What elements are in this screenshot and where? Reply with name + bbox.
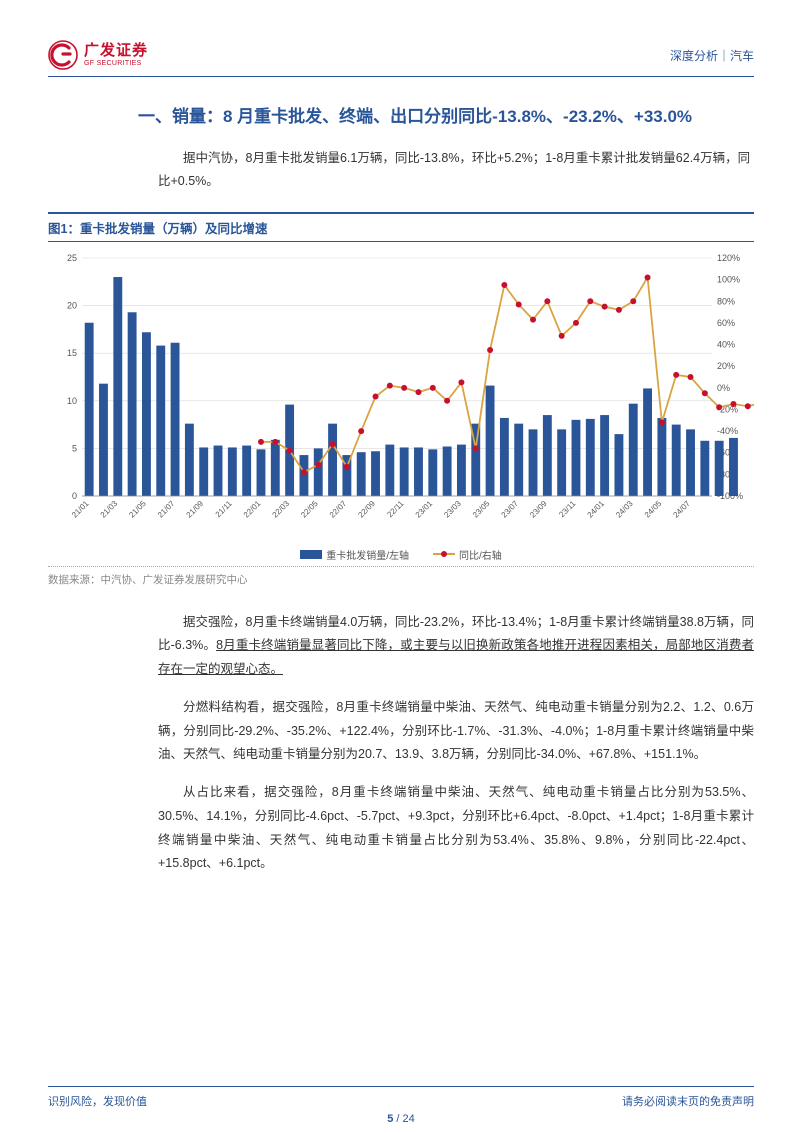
svg-text:60%: 60% — [717, 317, 735, 327]
svg-text:22/11: 22/11 — [385, 498, 405, 518]
svg-text:22/07: 22/07 — [328, 498, 349, 519]
svg-text:23/07: 23/07 — [500, 498, 521, 519]
legend-line-item: 同比/右轴 — [433, 547, 502, 562]
chart-title: 图1：重卡批发销量（万辆）及同比增速 — [48, 212, 754, 242]
svg-text:0%: 0% — [717, 382, 730, 392]
svg-text:22/05: 22/05 — [299, 498, 320, 519]
svg-text:21/07: 21/07 — [156, 498, 177, 519]
svg-text:120%: 120% — [717, 253, 740, 263]
paragraph-4: 从占比来看，据交强险，8月重卡终端销量中柴油、天然气、纯电动重卡销量占比分别为5… — [158, 781, 754, 876]
logo: 广发证券 GF SECURITIES — [48, 40, 148, 70]
svg-text:15: 15 — [67, 348, 77, 358]
svg-text:21/05: 21/05 — [127, 498, 148, 519]
svg-text:0: 0 — [72, 491, 77, 501]
svg-text:100%: 100% — [717, 274, 740, 284]
svg-text:5: 5 — [72, 443, 77, 453]
logo-cn: 广发证券 — [84, 43, 148, 58]
footer-left: 识别风险，发现价值 — [48, 1093, 147, 1109]
legend-bar-swatch — [300, 550, 322, 559]
svg-text:21/11: 21/11 — [214, 498, 234, 518]
page-sep: / — [393, 1113, 402, 1125]
legend-line-swatch — [433, 553, 455, 555]
page-number: 5 / 24 — [0, 1113, 802, 1125]
chart-container: 0510152025-100%-80%-60%-40%-20%0%20%40%6… — [48, 248, 754, 562]
svg-text:21/09: 21/09 — [185, 498, 206, 519]
chart-legend: 重卡批发销量/左轴 同比/右轴 — [48, 547, 754, 562]
svg-text:21/03: 21/03 — [99, 498, 120, 519]
footer-right: 请务必阅读末页的免责声明 — [622, 1093, 754, 1109]
svg-text:23/01: 23/01 — [414, 498, 435, 519]
legend-bar-item: 重卡批发销量/左轴 — [300, 547, 409, 562]
logo-icon — [48, 40, 78, 70]
svg-text:25: 25 — [67, 253, 77, 263]
svg-text:23/05: 23/05 — [471, 498, 492, 519]
svg-text:20%: 20% — [717, 361, 735, 371]
paragraph-2: 据交强险，8月重卡终端销量4.0万辆，同比-23.2%，环比-13.4%；1-8… — [158, 611, 754, 682]
page-footer: 识别风险，发现价值 请务必阅读末页的免责声明 — [48, 1086, 754, 1109]
svg-text:-40%: -40% — [717, 426, 738, 436]
svg-text:24/01: 24/01 — [585, 498, 606, 519]
svg-text:24/07: 24/07 — [671, 498, 692, 519]
svg-text:10: 10 — [67, 395, 77, 405]
chart-source: 数据来源：中汽协、广发证券发展研究中心 — [48, 566, 754, 587]
svg-text:22/03: 22/03 — [270, 498, 291, 519]
svg-text:40%: 40% — [717, 339, 735, 349]
svg-text:22/01: 22/01 — [242, 498, 263, 519]
section-title: 一、销量：8 月重卡批发、终端、出口分别同比-13.8%、-23.2%、+33.… — [138, 101, 754, 133]
svg-text:21/01: 21/01 — [70, 498, 91, 519]
svg-text:23/09: 23/09 — [528, 498, 549, 519]
page-total: 24 — [403, 1113, 415, 1125]
para2-part-b: 8月重卡终端销量显著同比下降，或主要与以旧换新政策各地推开进程因素相关，局部地区… — [158, 638, 754, 676]
bar-line-chart: 0510152025-100%-80%-60%-40%-20%0%20%40%6… — [48, 248, 754, 538]
svg-text:23/11: 23/11 — [557, 498, 577, 518]
intro-paragraph: 据中汽协，8月重卡批发销量6.1万辆，同比-13.8%，环比+5.2%；1-8月… — [158, 147, 754, 193]
svg-text:23/03: 23/03 — [442, 498, 463, 519]
svg-text:80%: 80% — [717, 296, 735, 306]
legend-line-label: 同比/右轴 — [459, 547, 502, 562]
paragraph-3: 分燃料结构看，据交强险，8月重卡终端销量中柴油、天然气、纯电动重卡销量分别为2.… — [158, 696, 754, 767]
svg-text:22/09: 22/09 — [356, 498, 377, 519]
header-breadcrumb: 深度分析｜汽车 — [670, 47, 754, 64]
svg-text:24/05: 24/05 — [643, 498, 664, 519]
page-header: 广发证券 GF SECURITIES 深度分析｜汽车 — [48, 40, 754, 77]
svg-text:24/03: 24/03 — [614, 498, 635, 519]
svg-text:20: 20 — [67, 300, 77, 310]
logo-en: GF SECURITIES — [84, 60, 148, 67]
legend-bar-label: 重卡批发销量/左轴 — [326, 547, 409, 562]
